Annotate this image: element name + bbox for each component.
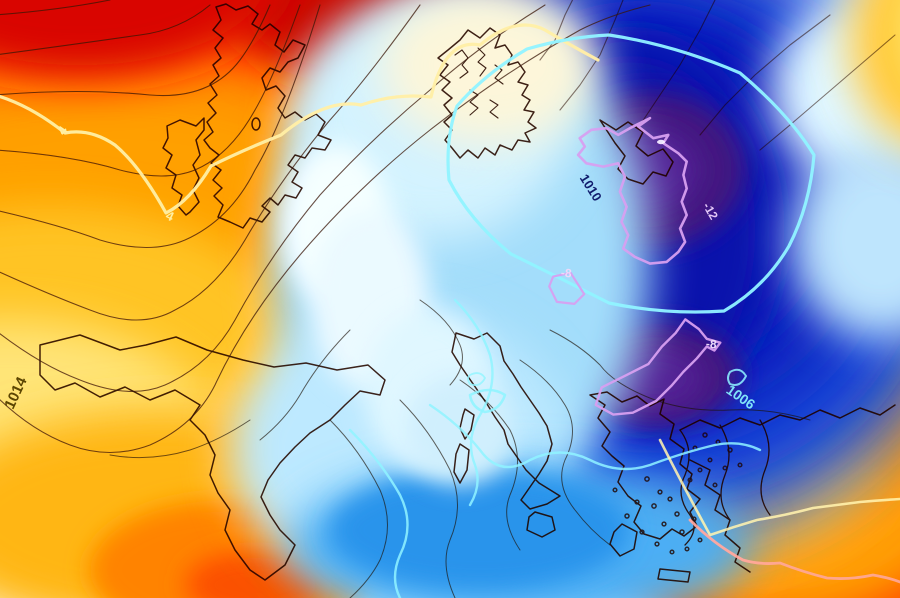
svg-text:-8: -8 — [705, 337, 717, 352]
svg-text:1006: 1006 — [724, 381, 759, 412]
svg-text:1014: 1014 — [1, 374, 31, 412]
svg-text:4: 4 — [54, 123, 71, 138]
svg-text:4: 4 — [163, 208, 177, 225]
svg-text:-8: -8 — [560, 266, 572, 281]
svg-text:1010: 1010 — [577, 171, 605, 203]
svg-text:-12: -12 — [700, 200, 721, 222]
